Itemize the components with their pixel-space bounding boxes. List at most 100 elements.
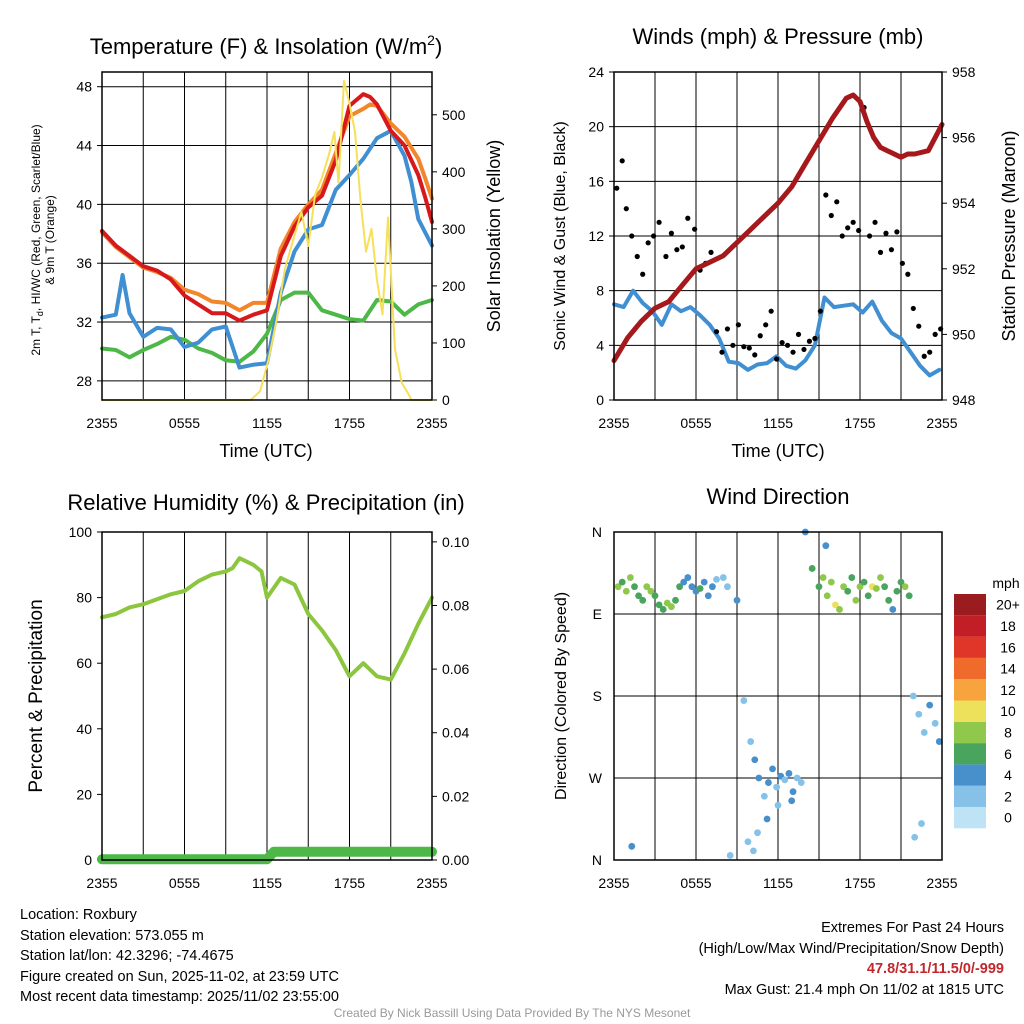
- extremes-info: Extremes For Past 24 Hours (High/Low/Max…: [699, 918, 1004, 1000]
- pressure-line: [611, 92, 945, 364]
- y-tick-label: 32: [76, 314, 92, 330]
- y-tick-label: 48: [76, 79, 92, 95]
- colorbar-swatch: [954, 743, 986, 765]
- temperature-title: Temperature (F) & Insolation (W/m2): [90, 32, 443, 59]
- colorbar-label: 20+: [996, 597, 1020, 613]
- gust-point: [692, 226, 698, 232]
- gust-point: [784, 342, 791, 348]
- direction-point: [655, 601, 663, 609]
- gust-point: [839, 233, 845, 239]
- y2-tick-label: 300: [442, 221, 466, 237]
- colorbar-label: 14: [1000, 661, 1016, 677]
- gust-point: [757, 333, 763, 339]
- direction-point: [909, 692, 917, 700]
- x-tick-label: 2355: [926, 415, 957, 431]
- gust-point: [899, 260, 905, 266]
- direction-point: [627, 574, 634, 581]
- y2-tick-label: 952: [952, 261, 976, 277]
- colorbar-label: 6: [1004, 746, 1012, 762]
- direction-point: [639, 596, 647, 604]
- x-tick-label: 2355: [416, 415, 447, 431]
- series-2m-t: [100, 92, 434, 323]
- direction-point: [848, 574, 856, 581]
- direction-point: [901, 583, 909, 591]
- direction-point: [713, 575, 720, 583]
- gust-point: [774, 356, 780, 362]
- direction-point: [769, 765, 776, 773]
- gust-point: [640, 271, 646, 277]
- x-tick-label: 2355: [86, 415, 117, 431]
- gust-point: [877, 249, 884, 255]
- gust-point: [916, 323, 922, 329]
- y-tick-label: 36: [76, 255, 92, 271]
- humidity-panel: Relative Humidity (%) & Precipitation (i…: [26, 490, 469, 891]
- direction-point: [684, 574, 692, 581]
- x-tick-label: 2355: [598, 875, 629, 891]
- colorbar-swatch: [954, 679, 986, 701]
- direction-point: [765, 779, 772, 786]
- y2-tick-label: 500: [442, 107, 466, 123]
- winds-title: Winds (mph) & Pressure (mb): [633, 24, 924, 49]
- gust-point: [763, 322, 769, 328]
- humidity-line: [100, 556, 434, 682]
- x-tick-label: 2355: [86, 875, 117, 891]
- extremes-values: 47.8/31.1/11.5/0/-999: [866, 961, 1004, 977]
- colorbar-swatch: [954, 764, 986, 786]
- insolation-ylabel: Solar Insolation (Yellow): [484, 140, 504, 332]
- direction-point: [873, 585, 880, 592]
- y-tick-label: 4: [596, 337, 604, 353]
- colorbar-label: 18: [1000, 618, 1016, 634]
- gust-point: [845, 225, 851, 231]
- direction-title: Wind Direction: [706, 484, 849, 509]
- y2-tick-label: 400: [442, 164, 466, 180]
- x-tick-label: 2355: [926, 875, 957, 891]
- gust-point: [856, 227, 862, 234]
- x-tick-label: 1755: [844, 875, 875, 891]
- direction-point: [643, 583, 651, 591]
- y2-tick-label: 0.06: [442, 661, 469, 677]
- winds-panel: Winds (mph) & Pressure (mb) 2355 0555 1155…: [552, 24, 1019, 461]
- direction-point: [750, 847, 757, 855]
- plot-border: [101, 71, 433, 401]
- direction-ylabel: Direction (Colored By Speed): [553, 592, 570, 800]
- direction-point: [877, 574, 884, 581]
- gust-point: [674, 247, 680, 253]
- y-tick-label: N: [592, 852, 602, 868]
- direction-point: [781, 776, 789, 784]
- gust-point: [741, 344, 747, 350]
- station-info: Location: Roxbury Station elevation: 573…: [20, 905, 339, 1008]
- gust-point: [623, 206, 629, 212]
- y2-tick-label: 0.00: [442, 852, 469, 868]
- y2-tick-label: 200: [442, 278, 466, 294]
- gust-point: [679, 244, 685, 250]
- direction-point: [618, 578, 626, 586]
- direction-point: [860, 578, 868, 586]
- direction-point: [635, 592, 642, 600]
- direction-point: [680, 578, 688, 586]
- direction-point: [733, 596, 741, 604]
- gust-point: [834, 199, 840, 205]
- direction-point: [724, 583, 731, 591]
- gust-point: [872, 219, 878, 225]
- gust-point: [629, 233, 635, 239]
- x-tick-label: 1155: [252, 875, 282, 891]
- colorbar-title: mph: [992, 575, 1019, 591]
- colorbar-label: 12: [1000, 682, 1016, 698]
- direction-point: [773, 783, 781, 791]
- y2-tick-label: 956: [952, 130, 976, 146]
- y2-tick-label: 0: [442, 392, 450, 408]
- gust-point: [663, 253, 669, 260]
- direction-point: [823, 592, 831, 600]
- colorbar: 0 2 4 6 8 10 12 14 16 18 20+: [954, 594, 1020, 829]
- colorbar-swatch: [954, 636, 986, 658]
- direction-point: [614, 583, 622, 591]
- direction-point: [836, 606, 843, 613]
- colorbar-label: 2: [1004, 788, 1012, 804]
- y2-tick-label: 958: [952, 64, 976, 80]
- x-tick-label: 0555: [169, 875, 200, 891]
- direction-point: [905, 592, 913, 600]
- direction-point: [797, 779, 805, 786]
- direction-point: [744, 838, 752, 846]
- direction-point: [763, 815, 771, 823]
- direction-point: [819, 574, 827, 581]
